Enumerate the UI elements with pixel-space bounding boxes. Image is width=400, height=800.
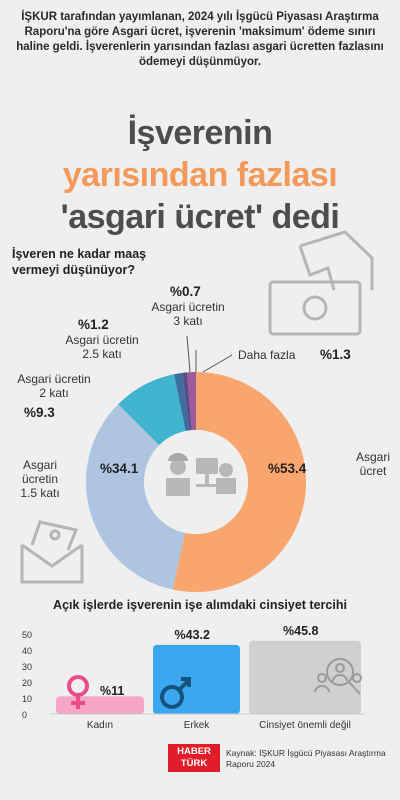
bar-value-female: %11 xyxy=(100,684,125,699)
bar-neutral xyxy=(249,640,361,714)
bar-male xyxy=(153,644,240,714)
intro-text: İŞKUR tarafından yayımlanan, 2024 yılı İ… xyxy=(16,11,384,68)
bar-value-male: %43.2 xyxy=(174,627,210,642)
slice-pct-3x: %0.7 xyxy=(170,284,201,299)
donut-slice-x15 xyxy=(85,404,185,590)
y-tick-label: 0 xyxy=(22,710,28,720)
slice-label-3x: Asgari ücretin 3 katı xyxy=(151,300,225,328)
source-text: Kaynak: İŞKUR İşgücü Piyasası Araştırma … xyxy=(226,748,386,769)
envelope-cash-icon xyxy=(20,520,84,584)
donut-hole xyxy=(144,430,248,534)
headline-line-3: 'asgari ücret' dedi xyxy=(60,198,340,236)
donut-slice-x2 xyxy=(118,374,186,446)
slice-label-1-5x: Asgari ücretin 1.5 katı xyxy=(20,458,60,500)
slice-pct-1-5x: %34.1 xyxy=(100,461,139,476)
y-tick-label: 20 xyxy=(22,678,33,688)
y-tick-label: 40 xyxy=(22,646,33,656)
donut-slice-fazla xyxy=(187,372,196,431)
bar-category-neutral: Cinsiyet önemli değil xyxy=(259,720,351,731)
bar-category-female: Kadın xyxy=(86,720,114,731)
bar-value-neutral: %45.8 xyxy=(283,623,319,638)
money-hand-icon xyxy=(268,230,374,336)
headline-line-2: yarısından fazlası xyxy=(62,156,338,194)
bar-female xyxy=(56,696,144,714)
y-tick-label: 30 xyxy=(22,662,33,672)
bar-category-male: Erkek xyxy=(183,720,210,731)
donut-slice-asgari xyxy=(172,372,306,592)
slice-pct-daha-fazla: %1.3 xyxy=(320,347,351,362)
workers-icon xyxy=(166,453,236,496)
slice-pct-asgari: %53.4 xyxy=(268,461,307,476)
slice-label-2-5x: Asgari ücretin 2.5 katı xyxy=(65,333,139,361)
slice-pct-2x: %9.3 xyxy=(24,405,55,420)
bar-chart xyxy=(56,640,361,714)
headline: İşverenin yarısından fazlası 'asgari ücr… xyxy=(0,112,400,238)
headline-line-1: İşverenin xyxy=(127,114,273,152)
slice-label-daha-fazla: Daha fazla xyxy=(238,348,296,362)
donut-slice-x25 xyxy=(174,372,190,432)
y-tick-label: 50 xyxy=(22,630,33,640)
y-tick-label: 10 xyxy=(22,694,33,704)
donut-slice-x3 xyxy=(182,372,192,431)
slice-pct-2-5x: %1.2 xyxy=(78,317,109,332)
people-search-icon xyxy=(314,658,362,695)
leader-lines xyxy=(186,335,233,373)
bar-chart-title: Açık işlerde işverenin işe alımdaki cins… xyxy=(53,598,347,612)
pie-question: İşveren ne kadar maaş vermeyi düşünüyor? xyxy=(12,247,147,277)
slice-label-2x: Asgari ücretin 2 katı xyxy=(17,372,91,400)
male-symbol-icon xyxy=(160,677,191,709)
logo-top-text: HABER xyxy=(177,746,211,757)
logo-bottom-text: TÜRK xyxy=(180,758,208,769)
female-symbol-icon xyxy=(67,675,89,709)
slice-label-asgari: Asgari ücret xyxy=(355,450,390,478)
donut-chart xyxy=(85,372,306,592)
haberturk-logo: HABER TÜRK xyxy=(168,744,220,772)
